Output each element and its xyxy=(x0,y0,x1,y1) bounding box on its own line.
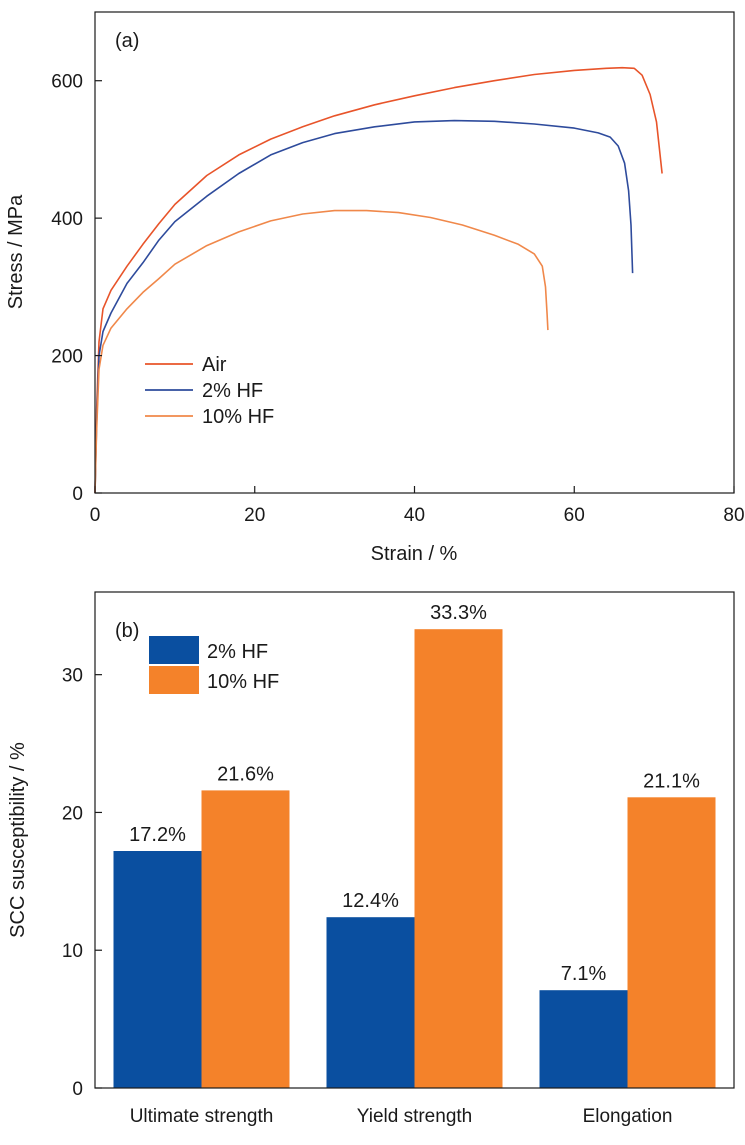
series-line-10-hf xyxy=(94,209,549,494)
x-tick-label: 40 xyxy=(404,505,425,526)
bar-10-hf xyxy=(201,790,290,1088)
stress-strain-lines xyxy=(94,66,663,494)
category-label: Yield strength xyxy=(357,1106,472,1127)
bar-value-label: 33.3% xyxy=(430,602,487,624)
x-tick-label: 80 xyxy=(723,505,744,526)
panel-b-label: (b) xyxy=(115,620,139,642)
bar-2-hf xyxy=(113,851,202,1088)
category-label: Elongation xyxy=(583,1106,673,1127)
bar-value-label: 12.4% xyxy=(342,890,399,912)
panel-a-label: (a) xyxy=(115,30,139,52)
series-line-2-hf xyxy=(94,119,634,494)
y-tick-label: 30 xyxy=(62,666,83,687)
bar-10-hf xyxy=(414,629,503,1088)
y-tick-label: 200 xyxy=(51,347,83,368)
bar-10-hf xyxy=(627,797,716,1088)
legend-label: Air xyxy=(202,354,227,376)
bar-2-hf xyxy=(326,917,415,1088)
y-tick-label: 0 xyxy=(72,1079,83,1100)
y-tick-label: 10 xyxy=(62,941,83,962)
legend-label: 10% HF xyxy=(202,406,274,428)
bar-value-label: 21.1% xyxy=(643,770,700,792)
x-tick-label: 20 xyxy=(244,505,265,526)
x-tick-label: 0 xyxy=(90,505,101,526)
y-tick-label: 600 xyxy=(51,72,83,93)
stress-strain-x-axis-title: Strain / % xyxy=(371,543,458,565)
stress-strain-y-axis-title: Stress / MPa xyxy=(5,194,27,309)
scc-y-axis-title: SCC susceptibility / % xyxy=(7,742,29,938)
scc-susceptibility-chart: 17.2% 21.6% Ultimate strength 12.4% 33.3% Yie… xyxy=(7,591,735,1127)
stress-strain-axis-ticks: 0 20 40 60 80 0 200 400 600 xyxy=(51,72,744,526)
legend-swatch xyxy=(149,666,199,694)
scc-legend: 2% HF 10% HF xyxy=(149,636,279,694)
legend-label: 2% HF xyxy=(207,641,268,663)
legend-label: 10% HF xyxy=(207,671,279,693)
scc-plot-frame xyxy=(94,591,735,1089)
bar-value-label: 7.1% xyxy=(561,963,607,985)
stress-strain-legend: Air 2% HF 10% HF xyxy=(145,354,274,428)
scc-axis-ticks: 0 10 20 30 xyxy=(62,666,102,1100)
stress-strain-chart: 0 20 40 60 80 0 200 400 600 (a) Strain / % Stres… xyxy=(5,11,745,565)
scc-bars: 17.2% 21.6% Ultimate strength 12.4% 33.3% Yie… xyxy=(113,602,716,1127)
legend-swatch xyxy=(149,636,199,664)
category-label: Ultimate strength xyxy=(130,1106,274,1127)
x-tick-label: 60 xyxy=(564,505,585,526)
stress-strain-plot-frame xyxy=(94,11,735,494)
bar-value-label: 21.6% xyxy=(217,763,274,785)
y-tick-label: 20 xyxy=(62,803,83,824)
legend-label: 2% HF xyxy=(202,380,263,402)
y-tick-label: 400 xyxy=(51,209,83,230)
series-line-air xyxy=(94,66,663,494)
bar-2-hf xyxy=(539,990,628,1088)
y-tick-label: 0 xyxy=(72,484,83,505)
bar-value-label: 17.2% xyxy=(129,824,186,846)
